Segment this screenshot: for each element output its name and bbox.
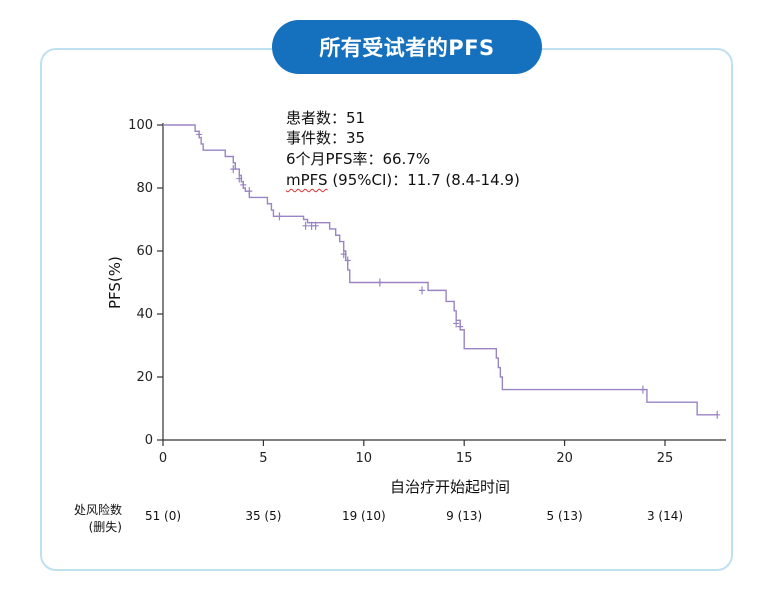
y-tick-label: 100 <box>128 118 153 133</box>
censor-mark <box>240 180 247 189</box>
risk-label-line1: 处风险数 <box>73 503 122 517</box>
censor-mark <box>302 221 309 230</box>
x-tick-label: 20 <box>556 451 573 466</box>
y-tick-label: 40 <box>136 307 153 322</box>
stat-patients: 患者数：51 <box>286 109 366 127</box>
risk-table-label: 处风险数 (删失) <box>74 502 122 536</box>
censor-mark <box>276 212 283 221</box>
censor-mark <box>457 322 464 331</box>
risk-label-line2: (删失) <box>88 520 122 534</box>
censor-mark <box>714 410 721 419</box>
censor-mark <box>376 278 383 287</box>
y-axis-label: PFS(%) <box>106 256 124 309</box>
censor-mark <box>639 385 646 394</box>
risk-value: 35 (5) <box>245 509 282 523</box>
y-tick-label: 60 <box>136 244 153 259</box>
stat-mpfs-prefix: mPFS <box>286 171 328 189</box>
y-tick-label: 0 <box>145 433 153 448</box>
censor-mark <box>230 165 237 174</box>
chart-title: 所有受试者的PFS <box>272 20 542 74</box>
censor-mark <box>246 187 253 196</box>
y-tick-label: 20 <box>136 370 153 385</box>
x-tick-label: 15 <box>456 451 473 466</box>
stat-mpfs: mPFS (95%CI)：11.7 (8.4-14.9) <box>286 170 520 190</box>
x-tick-label: 25 <box>657 451 674 466</box>
censor-mark <box>236 174 243 183</box>
x-axis-label: 自治疗开始起时间 <box>389 478 510 496</box>
x-tick-label: 5 <box>259 451 267 466</box>
risk-value: 9 (13) <box>446 509 483 523</box>
censor-mark <box>344 256 351 265</box>
censor-mark <box>419 286 426 295</box>
censor-mark <box>196 130 203 139</box>
censor-mark <box>312 221 319 230</box>
x-tick-label: 0 <box>159 451 167 466</box>
x-tick-label: 10 <box>356 451 373 466</box>
risk-value: 3 (14) <box>646 509 684 523</box>
risk-value: 19 (10) <box>341 509 386 523</box>
stat-mpfs-suffix: (95%CI)：11.7 (8.4-14.9) <box>327 171 520 189</box>
pfs-curve <box>163 124 718 416</box>
risk-value: 5 (13) <box>546 509 583 523</box>
stat-events: 事件数：35 <box>286 129 366 147</box>
risk-value: 51 (0) <box>144 509 182 523</box>
stat-6month-pfs: 6个月PFS率：66.7% <box>286 150 431 168</box>
censor-mark <box>340 250 347 259</box>
y-tick-label: 80 <box>136 181 153 196</box>
censor-mark <box>453 319 460 328</box>
